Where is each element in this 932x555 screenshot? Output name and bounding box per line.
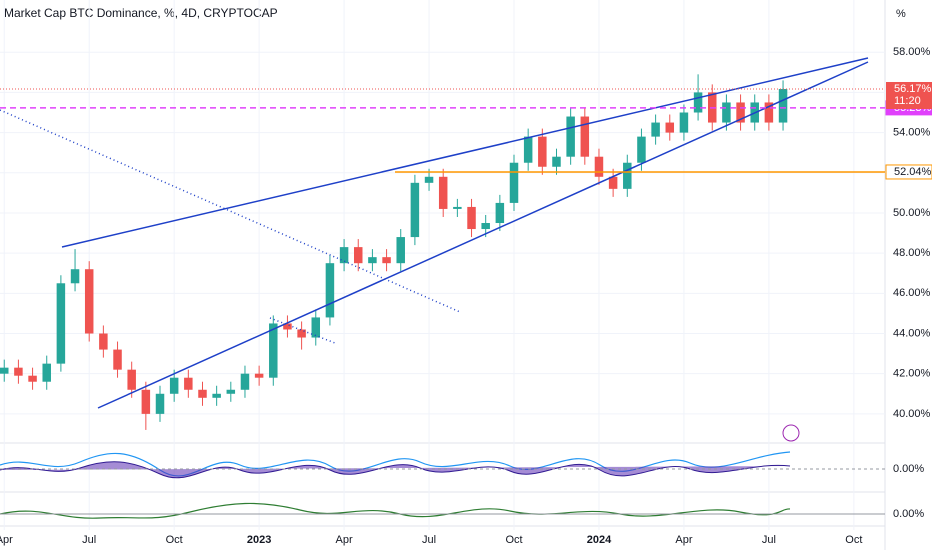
x-tick-label: Jul: [422, 534, 436, 546]
candle-body: [56, 283, 66, 364]
candle-body: [509, 162, 519, 203]
candle-body: [679, 112, 689, 133]
candle-body: [566, 116, 575, 157]
candle-body: [184, 377, 193, 390]
level-tag: [885, 164, 932, 180]
trend-line: [97, 61, 869, 409]
candle-body: [538, 136, 547, 167]
candle-body: [495, 202, 505, 224]
candle-body: [778, 89, 788, 123]
candle-body: [438, 176, 448, 209]
candle-body: [42, 363, 51, 382]
candle-body: [339, 247, 349, 264]
candle-body: [453, 206, 462, 209]
candle-body: [127, 369, 136, 390]
candle-body: [523, 136, 533, 163]
candle-body: [198, 389, 207, 398]
x-tick-label: Oct: [166, 534, 183, 546]
candle-body: [84, 269, 94, 334]
x-tick-label: Apr: [0, 534, 13, 546]
y-tick-label: 42.00%: [893, 368, 931, 380]
candle-body: [481, 223, 490, 230]
y-tick-label: 50.00%: [893, 207, 931, 219]
trend-line: [0, 109, 461, 313]
candle-body: [693, 92, 703, 113]
unit-label: %: [896, 8, 906, 20]
candle-body: [764, 102, 774, 123]
candle-body: [623, 162, 632, 189]
candle-body: [169, 377, 179, 394]
candle-body: [637, 136, 646, 163]
indicator-label: 0.00%: [893, 463, 924, 475]
x-tick-label: 2024: [587, 534, 612, 546]
candle-body: [297, 329, 306, 338]
candle-body: [226, 389, 236, 394]
candle-body: [580, 116, 590, 157]
oscillator-line: [0, 451, 791, 477]
x-tick-label: 2023: [247, 534, 271, 546]
candle-body: [269, 323, 278, 378]
candle-body: [608, 176, 618, 189]
candle-body: [113, 349, 122, 370]
countdown-label: 11:20: [894, 95, 921, 107]
candle-body: [240, 373, 250, 390]
candle-body: [325, 263, 335, 318]
candle-body: [14, 367, 23, 376]
y-tick-label: 48.00%: [893, 247, 931, 259]
indicator-label: 0.00%: [893, 508, 924, 520]
candle-body: [354, 247, 363, 264]
candle-body: [99, 333, 108, 350]
candle-body: [396, 237, 405, 264]
candle-body: [552, 156, 561, 167]
y-tick-label: 44.00%: [893, 327, 931, 339]
candle-body: [665, 122, 675, 133]
candle-body: [254, 373, 264, 378]
y-tick-label: 40.00%: [893, 408, 931, 420]
candle-body: [28, 375, 37, 382]
y-tick-label: 46.00%: [893, 287, 931, 299]
candle-body: [155, 393, 165, 414]
x-tick-label: Apr: [675, 534, 692, 546]
candle-body: [212, 393, 221, 398]
candle-body: [722, 102, 731, 123]
x-tick-label: Oct: [505, 534, 522, 546]
x-tick-label: Apr: [336, 534, 353, 546]
candle-body: [141, 389, 151, 414]
level-label: 52.04%: [894, 166, 932, 178]
oscillator-line: [0, 502, 791, 519]
alert-icon[interactable]: [782, 424, 800, 442]
candle-body: [410, 182, 420, 238]
y-tick-label: 58.00%: [893, 46, 931, 58]
candle-body: [467, 206, 476, 230]
candle-body: [736, 102, 745, 123]
chart-title: Market Cap BTC Dominance, %, 4D, CRYPTOC…: [4, 6, 278, 20]
x-tick-label: Oct: [845, 534, 862, 546]
candle-body: [368, 257, 377, 264]
trend-line: [61, 57, 869, 248]
y-tick-label: 54.00%: [893, 127, 931, 139]
x-tick-label: Jul: [762, 534, 776, 546]
last-price-label: 56.17%: [894, 83, 932, 95]
candle-body: [0, 367, 9, 374]
oscillator-area: [0, 461, 791, 479]
candle-body: [651, 122, 660, 137]
candle-body: [382, 257, 391, 264]
last-price-tag: [886, 82, 932, 110]
candle-body: [424, 176, 434, 183]
candle-body: [283, 323, 292, 330]
candle-body: [70, 269, 80, 284]
x-tick-label: Jul: [82, 534, 96, 546]
candle-body: [311, 317, 321, 338]
candle-body: [594, 156, 604, 177]
